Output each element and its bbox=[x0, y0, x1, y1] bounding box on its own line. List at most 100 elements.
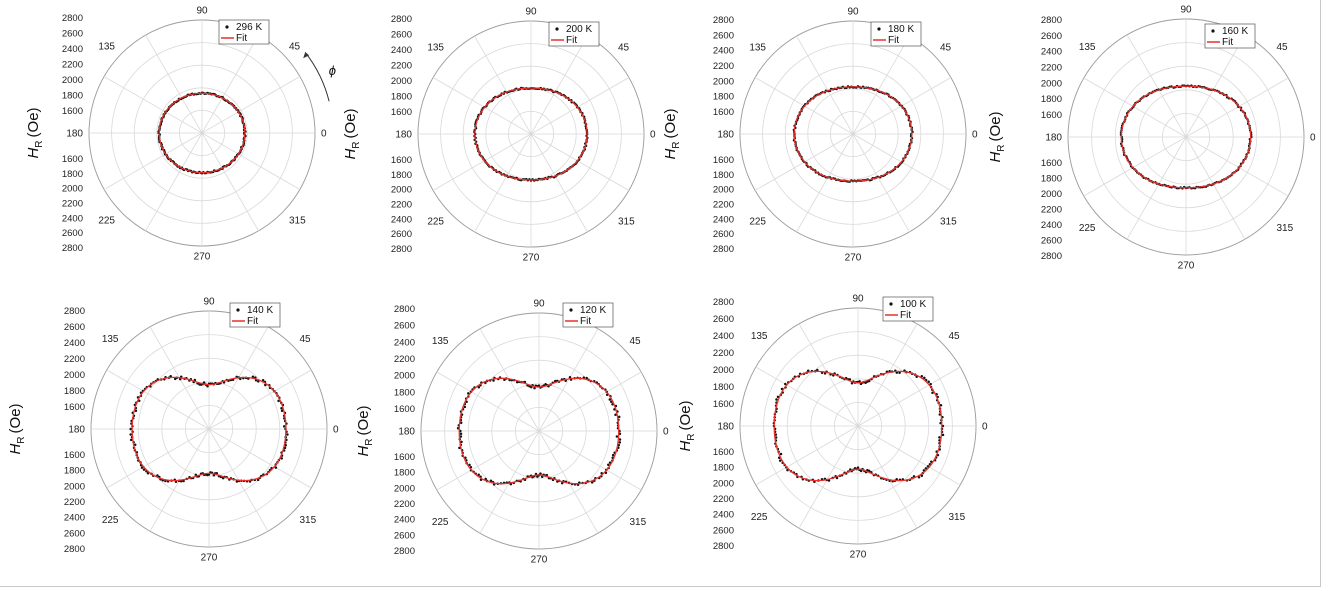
y-axis-subscript: R bbox=[686, 433, 697, 440]
angle-label: 45 bbox=[300, 334, 312, 345]
legend-box bbox=[882, 296, 934, 322]
grid-spoke bbox=[798, 323, 859, 427]
r-tick-label: 1800 bbox=[394, 468, 415, 479]
angle-label: 0 bbox=[972, 130, 978, 141]
r-tick-label: 2400 bbox=[1041, 220, 1062, 231]
angle-label: 315 bbox=[300, 515, 317, 526]
r-tick-label: 2600 bbox=[713, 229, 734, 240]
angle-label: 0 bbox=[1310, 133, 1316, 144]
angle-label: 135 bbox=[102, 334, 119, 345]
y-axis-unit: (Oe) bbox=[25, 107, 42, 137]
data-point bbox=[235, 480, 239, 483]
angle-label: 0 bbox=[321, 129, 327, 140]
r-tick-label: 2600 bbox=[1041, 31, 1062, 42]
y-axis-subscript: R bbox=[16, 436, 27, 443]
grid-spoke bbox=[1185, 136, 1246, 240]
y-axis-symbol: H bbox=[662, 149, 679, 160]
y-axis-symbol: H bbox=[987, 152, 1004, 163]
y-axis-subscript: R bbox=[671, 141, 682, 148]
angle-label: 0 bbox=[650, 130, 656, 141]
r-tick-label: 2800 bbox=[1041, 15, 1062, 26]
r-tick-label: 1600 bbox=[713, 107, 734, 118]
r-tick-label: 2400 bbox=[394, 515, 415, 526]
r-tick-label: 2800 bbox=[64, 306, 85, 317]
data-point bbox=[615, 435, 619, 438]
legend-box bbox=[1204, 23, 1256, 49]
legend-box bbox=[562, 302, 614, 328]
data-point bbox=[859, 469, 863, 473]
grid-spoke bbox=[1126, 136, 1187, 240]
data-point bbox=[503, 378, 506, 381]
angle-label: 135 bbox=[98, 42, 115, 53]
angle-label: 225 bbox=[1079, 223, 1096, 234]
r-tick-label: 2200 bbox=[391, 61, 412, 72]
data-point bbox=[778, 459, 782, 462]
data-point bbox=[927, 380, 930, 384]
fit-curve bbox=[793, 86, 913, 182]
grid-spoke bbox=[1185, 34, 1246, 138]
data-point bbox=[533, 386, 536, 390]
data-point bbox=[206, 384, 209, 388]
legend-fit-label: Fit bbox=[566, 35, 577, 46]
r-tick-label: 2400 bbox=[62, 44, 83, 55]
grid-spoke bbox=[857, 323, 918, 427]
angle-label: 90 bbox=[196, 6, 208, 17]
legend-data-marker bbox=[236, 308, 240, 312]
r-tick-label: 2200 bbox=[62, 199, 83, 210]
legend-fit-label: Fit bbox=[236, 33, 247, 44]
legend-data-marker bbox=[877, 27, 881, 31]
angle-label: 315 bbox=[940, 217, 957, 228]
data-point bbox=[784, 382, 787, 386]
legend-data-marker bbox=[569, 308, 573, 312]
r-tick-label: 2600 bbox=[1041, 236, 1062, 247]
legend-data-label: 296 K bbox=[236, 22, 262, 33]
grid-spoke bbox=[857, 425, 961, 486]
data-point bbox=[895, 477, 898, 481]
data-point bbox=[173, 377, 177, 381]
data-point bbox=[142, 468, 146, 471]
angle-label: 315 bbox=[630, 517, 647, 528]
r-tick-label: 2400 bbox=[64, 338, 85, 349]
data-point bbox=[614, 413, 617, 416]
polar-plot-5: 90 45 0 315 270 225 180 135 1600 1600 1800 1800 2000… bbox=[7, 297, 339, 564]
data-point bbox=[816, 368, 819, 372]
fit-curve bbox=[1120, 85, 1252, 189]
angle-label: 225 bbox=[432, 517, 449, 528]
grid-spoke bbox=[1185, 136, 1289, 197]
data-point bbox=[930, 460, 933, 463]
r-tick-label: 2800 bbox=[713, 244, 734, 255]
r-tick-label: 2800 bbox=[1041, 251, 1062, 262]
angle-label: 180 bbox=[66, 129, 83, 140]
r-tick-label: 1600 bbox=[713, 399, 734, 410]
grid-spoke bbox=[106, 369, 210, 430]
fit-curve bbox=[458, 377, 620, 485]
r-tick-label: 1600 bbox=[1041, 110, 1062, 121]
r-tick-label: 2200 bbox=[713, 348, 734, 359]
y-axis-label: HR (Oe) bbox=[25, 107, 45, 158]
angle-label: 225 bbox=[102, 515, 119, 526]
r-tick-label: 2000 bbox=[713, 76, 734, 87]
y-axis-label: HR (Oe) bbox=[987, 111, 1007, 162]
r-tick-label: 1800 bbox=[391, 170, 412, 181]
r-tick-label: 1800 bbox=[391, 92, 412, 103]
fit-curve bbox=[773, 370, 943, 482]
data-point bbox=[806, 369, 810, 372]
r-tick-label: 2800 bbox=[394, 546, 415, 557]
data-point bbox=[477, 386, 481, 389]
grid-spoke bbox=[145, 34, 203, 134]
fit-curve bbox=[158, 92, 246, 174]
y-axis-symbol: H bbox=[342, 149, 359, 160]
r-tick-label: 1800 bbox=[713, 92, 734, 103]
data-point bbox=[284, 444, 287, 447]
r-tick-label: 2400 bbox=[1041, 47, 1062, 58]
legend-box bbox=[548, 21, 600, 47]
grid-spoke bbox=[436, 371, 540, 432]
data-point bbox=[929, 382, 932, 386]
r-tick-label: 2400 bbox=[62, 213, 83, 224]
angle-label: 90 bbox=[852, 294, 864, 305]
r-tick-label: 2200 bbox=[394, 499, 415, 510]
